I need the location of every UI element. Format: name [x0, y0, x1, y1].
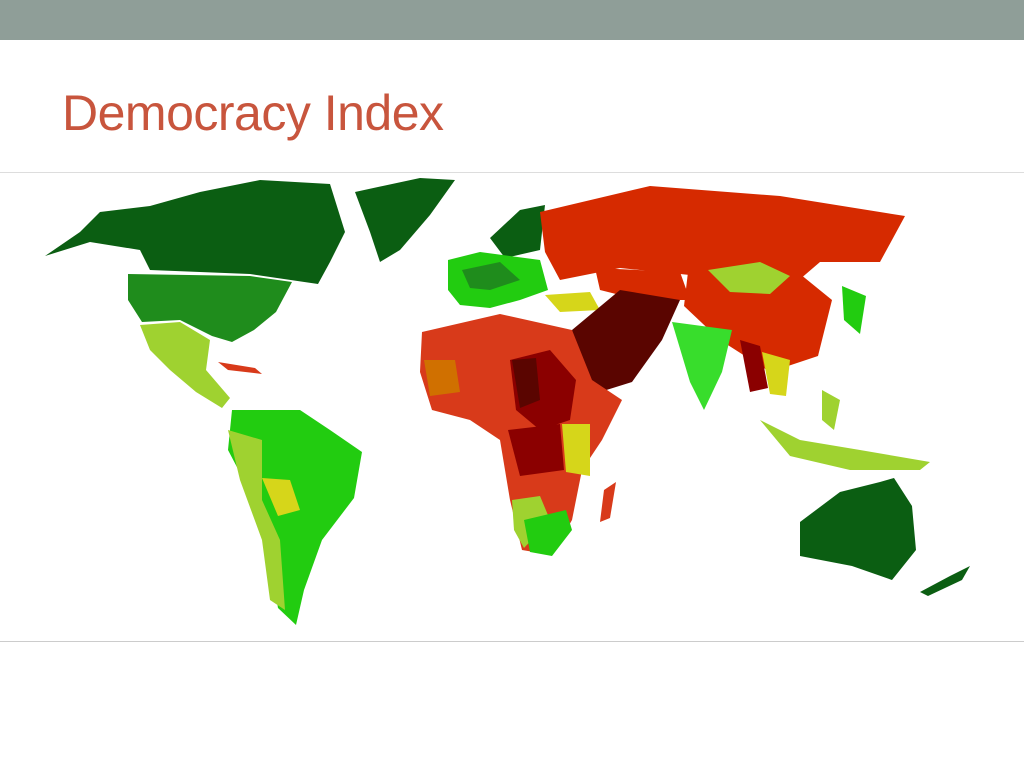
philippines — [822, 390, 840, 430]
india — [672, 322, 732, 410]
thailand — [762, 352, 790, 396]
scandinavia — [490, 205, 545, 258]
mauritania-mali — [424, 360, 460, 396]
mongolia — [708, 262, 790, 294]
congo — [508, 424, 564, 476]
east-africa — [562, 424, 590, 476]
indonesia — [760, 420, 930, 470]
australia — [800, 478, 916, 580]
world-map — [0, 172, 1024, 642]
chad — [512, 358, 540, 408]
new-zealand — [920, 566, 970, 596]
bolivia — [262, 478, 300, 516]
cuba — [218, 362, 262, 374]
russia — [540, 186, 905, 286]
south-africa — [524, 510, 572, 556]
slide-title: Democracy Index — [62, 85, 444, 141]
china — [684, 272, 832, 372]
japan — [842, 286, 866, 334]
middle-east — [572, 290, 680, 392]
usa — [128, 274, 292, 342]
greenland — [355, 178, 455, 262]
andean-countries — [228, 430, 285, 610]
madagascar — [600, 482, 616, 522]
turkey — [545, 292, 600, 312]
canada-alaska — [45, 180, 345, 284]
myanmar — [740, 340, 768, 392]
western-europe — [462, 262, 520, 290]
top-bar — [0, 0, 1024, 40]
mexico-central-america — [140, 322, 230, 408]
